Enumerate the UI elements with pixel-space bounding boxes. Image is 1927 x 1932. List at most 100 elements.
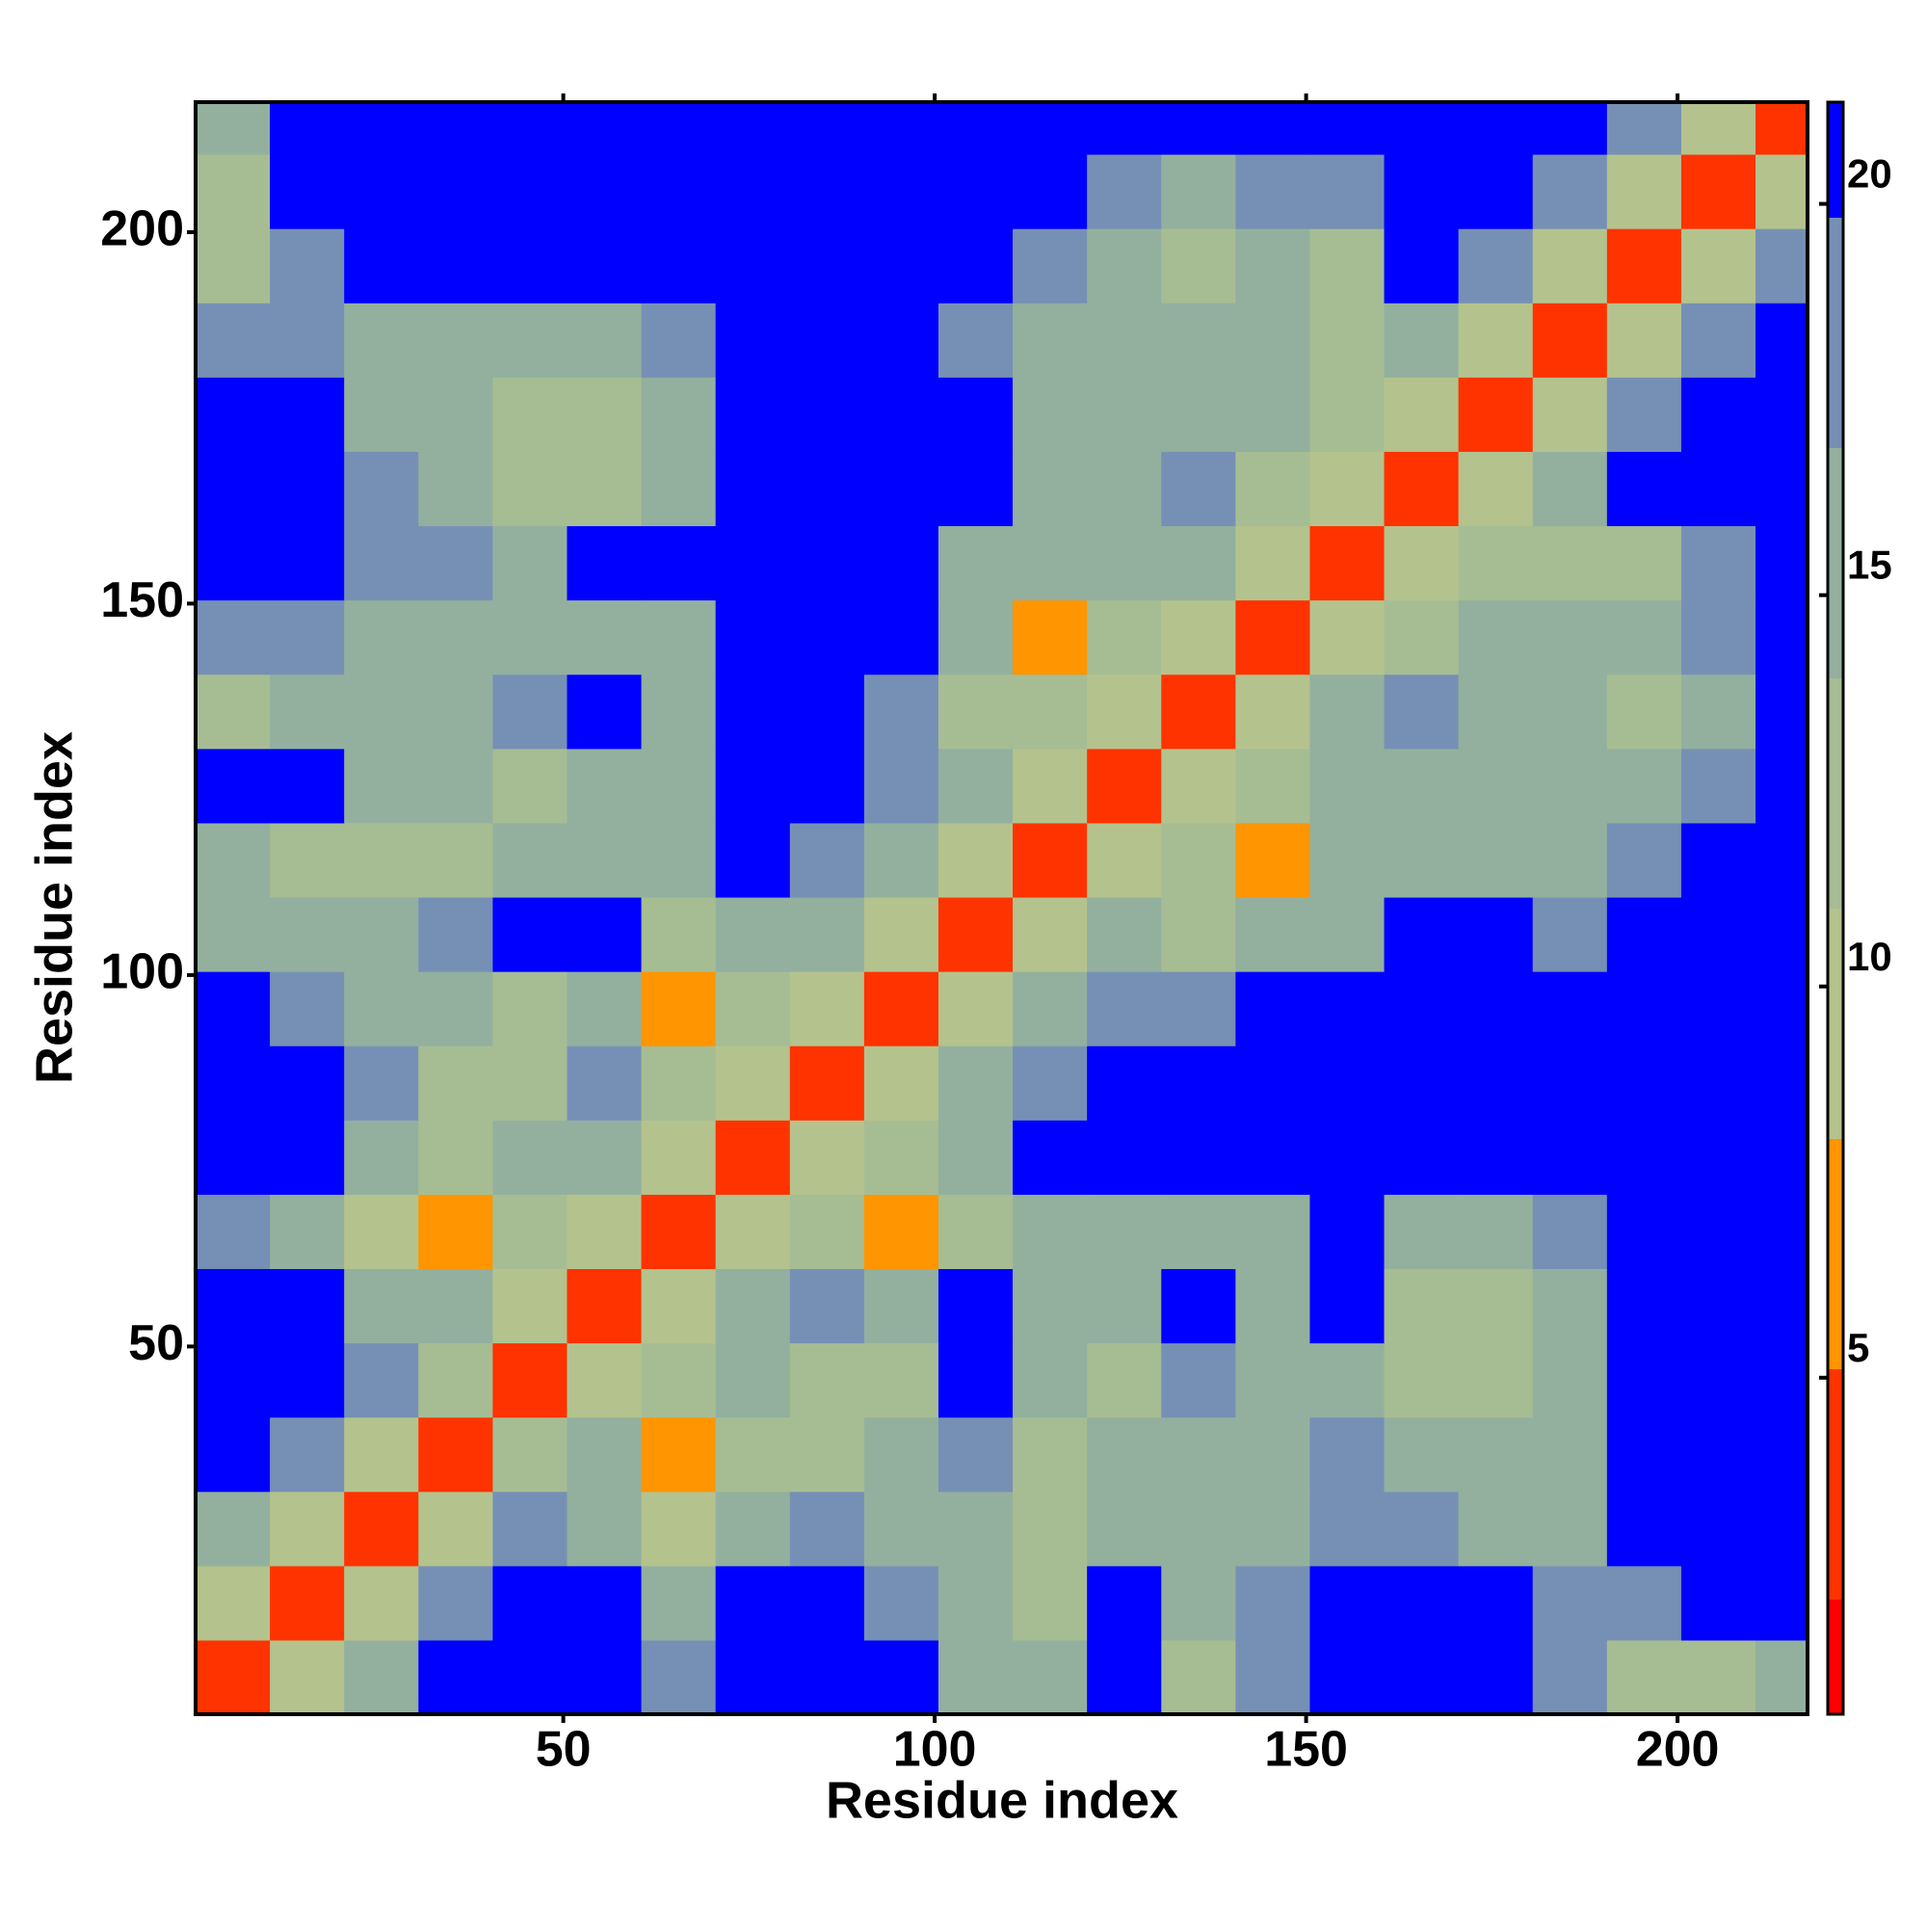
heatmap-cell [1087, 896, 1162, 972]
heatmap-cell [641, 451, 717, 527]
heatmap-cell [789, 153, 865, 229]
heatmap-cell [270, 822, 345, 898]
heatmap-cell [418, 228, 493, 304]
heatmap-cell [1384, 971, 1460, 1046]
heatmap-cell [1087, 1120, 1162, 1195]
heatmap-cell [1606, 1491, 1682, 1567]
heatmap-cell [1087, 1565, 1162, 1641]
heatmap-cell [1309, 102, 1386, 155]
heatmap-cell [1087, 525, 1162, 601]
heatmap-cell [1384, 1491, 1460, 1567]
heatmap-cell [1606, 228, 1682, 304]
heatmap-cell [937, 228, 1014, 304]
heatmap-cell [492, 1120, 568, 1195]
heatmap-cell [789, 1639, 865, 1715]
heatmap-cell [1532, 971, 1608, 1046]
colorbar-band [1828, 908, 1843, 1139]
heatmap-cell [1458, 1342, 1534, 1418]
heatmap-cell [1680, 1416, 1756, 1493]
heatmap-cell [863, 303, 939, 378]
heatmap-cell [1532, 153, 1608, 229]
heatmap-cell [270, 153, 345, 229]
heatmap-cell [1013, 896, 1088, 972]
heatmap-cell [1606, 1416, 1682, 1493]
heatmap-cell [937, 525, 1014, 601]
heatmap-cell [1680, 971, 1756, 1046]
axes: 50 100 150 200 50 100 150 200 [100, 93, 1809, 1778]
heatmap-cell [270, 1120, 345, 1195]
heatmap-cell [1161, 748, 1236, 824]
colorbar-band [1828, 1138, 1843, 1369]
heatmap-cell [567, 1565, 643, 1641]
y-tick-label: 200 [100, 201, 184, 257]
heatmap-cell [937, 1194, 1014, 1270]
heatmap-cell [1384, 102, 1460, 155]
heatmap-cell [270, 971, 345, 1046]
heatmap-cell [789, 102, 865, 155]
heatmap-cell [1087, 1342, 1162, 1418]
heatmap-cell [641, 102, 717, 155]
heatmap-cell [344, 303, 419, 378]
heatmap-cell [1013, 748, 1088, 824]
heatmap-cell [1755, 1491, 1808, 1567]
colorbar-band [1828, 1599, 1843, 1715]
heatmap-cell [1087, 971, 1162, 1046]
heatmap-cell [1309, 153, 1386, 229]
heatmap-cell [937, 377, 1014, 452]
heatmap-cell [1458, 822, 1534, 898]
heatmap-cell [1013, 377, 1088, 452]
heatmap-cell [1309, 1194, 1386, 1270]
heatmap-cell [641, 228, 717, 304]
heatmap-cell [196, 1491, 271, 1567]
heatmap-cell [1532, 1120, 1608, 1195]
heatmap-cell [270, 303, 345, 378]
heatmap-cell [418, 1268, 493, 1344]
heatmap-cell [1013, 153, 1088, 229]
heatmap-cell [344, 971, 419, 1046]
heatmap-cell [715, 153, 791, 229]
heatmap-cell [1309, 674, 1386, 750]
heatmap-cell [1161, 896, 1236, 972]
heatmap-cell [789, 1342, 865, 1418]
heatmap-cell [1087, 1416, 1162, 1493]
heatmap-cell [641, 822, 717, 898]
heatmap-cell [1458, 599, 1534, 675]
heatmap-cell [1235, 1268, 1311, 1344]
heatmap-cell [1161, 1268, 1236, 1344]
heatmap-cell [1309, 822, 1386, 898]
heatmap-cell [641, 1268, 717, 1344]
heatmap-cell [1087, 377, 1162, 452]
heatmap-cell [1606, 599, 1682, 675]
heatmap-cell [1087, 228, 1162, 304]
heatmap-cell [1755, 303, 1808, 378]
heatmap-cell [1680, 303, 1756, 378]
heatmap-cell [1161, 228, 1236, 304]
heatmap-cell [1161, 1565, 1236, 1641]
heatmap-cell [715, 102, 791, 155]
heatmap-cell [1235, 1120, 1311, 1195]
heatmap-cell [270, 1194, 345, 1270]
heatmap-cell [863, 896, 939, 972]
heatmap-cell [715, 1268, 791, 1344]
heatmap-cell [270, 1639, 345, 1715]
heatmap-cell [1309, 1491, 1386, 1567]
heatmap-cell [1532, 1565, 1608, 1641]
heatmap-cell [1235, 674, 1311, 750]
heatmap-cell [1013, 525, 1088, 601]
heatmap-cell [1013, 228, 1088, 304]
heatmap-cell [196, 1416, 271, 1493]
heatmap-cell [715, 1120, 791, 1195]
heatmap-cell [1161, 599, 1236, 675]
heatmap-cell [1755, 971, 1808, 1046]
heatmap-cell [196, 228, 271, 304]
heatmap-cell [1532, 303, 1608, 378]
heatmap-cell [1087, 599, 1162, 675]
heatmap-cell [1755, 228, 1808, 304]
heatmap-cell [418, 1416, 493, 1493]
heatmap-cell [492, 1194, 568, 1270]
heatmap-cell [937, 1416, 1014, 1493]
heatmap-cell [1161, 1639, 1236, 1715]
heatmap-cell [1235, 1565, 1311, 1641]
heatmap-cell [1235, 1416, 1311, 1493]
